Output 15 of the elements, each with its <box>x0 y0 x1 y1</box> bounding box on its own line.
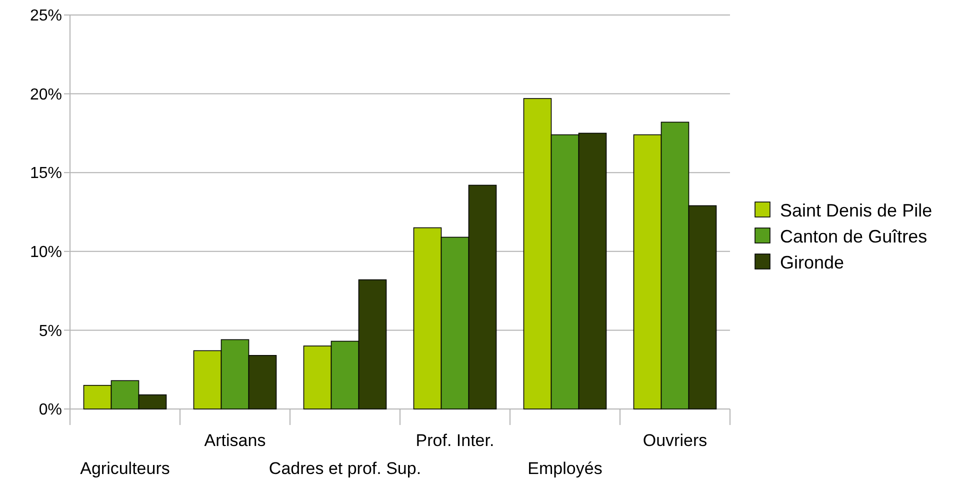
x-tick-label: Employés <box>528 459 602 478</box>
x-tick-label: Artisans <box>204 431 266 450</box>
x-tick-label: Agriculteurs <box>80 459 170 478</box>
x-tick-label: Ouvriers <box>642 431 708 450</box>
x-tick-label: Cadres et prof. Sup. <box>268 459 422 478</box>
y-tick-label: 10% <box>30 244 62 261</box>
y-tick-label: 0% <box>38 402 62 419</box>
legend-label: Saint Denis de Pile <box>780 200 932 220</box>
x-tick-label: Prof. Inter. <box>416 431 494 450</box>
y-tick-label: 15% <box>30 165 62 182</box>
y-tick-label: 25% <box>30 8 62 25</box>
y-tick-label: 5% <box>38 322 62 340</box>
legend-label: Canton de Guîtres <box>780 226 928 246</box>
legend-label: Gironde <box>780 252 844 272</box>
y-tick-label: 20% <box>30 86 62 104</box>
